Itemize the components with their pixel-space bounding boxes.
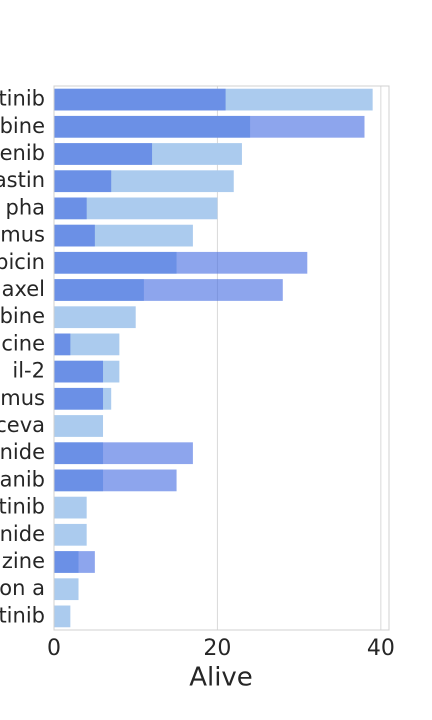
y-tick-label: zine: [2, 549, 45, 573]
y-tick-label: mus: [0, 386, 45, 410]
y-tick-label: astin: [0, 168, 45, 192]
y-tick-label: anib: [0, 467, 45, 491]
bar: [54, 279, 283, 301]
x-tick-label: 20: [203, 636, 231, 661]
bar: [54, 496, 87, 519]
bar: [54, 306, 136, 329]
y-tick-label: pha: [5, 195, 45, 219]
y-tick-label: tinib: [0, 603, 45, 627]
x-tick-label: 40: [367, 636, 395, 661]
bar: [54, 197, 87, 220]
bar: [54, 115, 365, 138]
bar: [54, 605, 71, 628]
bar: [54, 387, 104, 410]
y-tick-label: nide: [0, 522, 45, 546]
y-tick-label: bine: [0, 114, 45, 138]
bar: [54, 170, 112, 193]
bar: [54, 360, 104, 383]
bar: [54, 415, 104, 437]
y-tick-label: axel: [2, 277, 45, 301]
y-tick-label: on a: [0, 576, 45, 600]
bar: [54, 469, 177, 492]
bar: [54, 224, 95, 247]
x-tick-label: 0: [47, 636, 61, 661]
bar: [54, 251, 308, 274]
bar: [54, 143, 153, 165]
plot-frame: [53, 85, 390, 631]
y-tick-label: cine: [1, 331, 45, 355]
y-tick-label: bicin: [0, 250, 45, 274]
bar: [54, 551, 95, 573]
bar: [54, 88, 226, 111]
y-tick-label: enib: [0, 141, 45, 165]
bar: [54, 442, 193, 465]
x-axis-label: Alive: [189, 663, 253, 693]
y-tick-label: ceva: [0, 413, 45, 437]
bar: [54, 333, 71, 356]
y-tick-label: mus: [0, 223, 45, 247]
y-tick-label: tinib: [0, 495, 45, 519]
bar: [54, 578, 79, 601]
y-tick-label: bine: [0, 304, 45, 328]
bar: [54, 523, 87, 546]
y-tick-label: il-2: [12, 359, 45, 383]
bar: [54, 197, 218, 220]
y-tick-label: tinib: [0, 87, 45, 111]
y-tick-label: nide: [0, 440, 45, 464]
